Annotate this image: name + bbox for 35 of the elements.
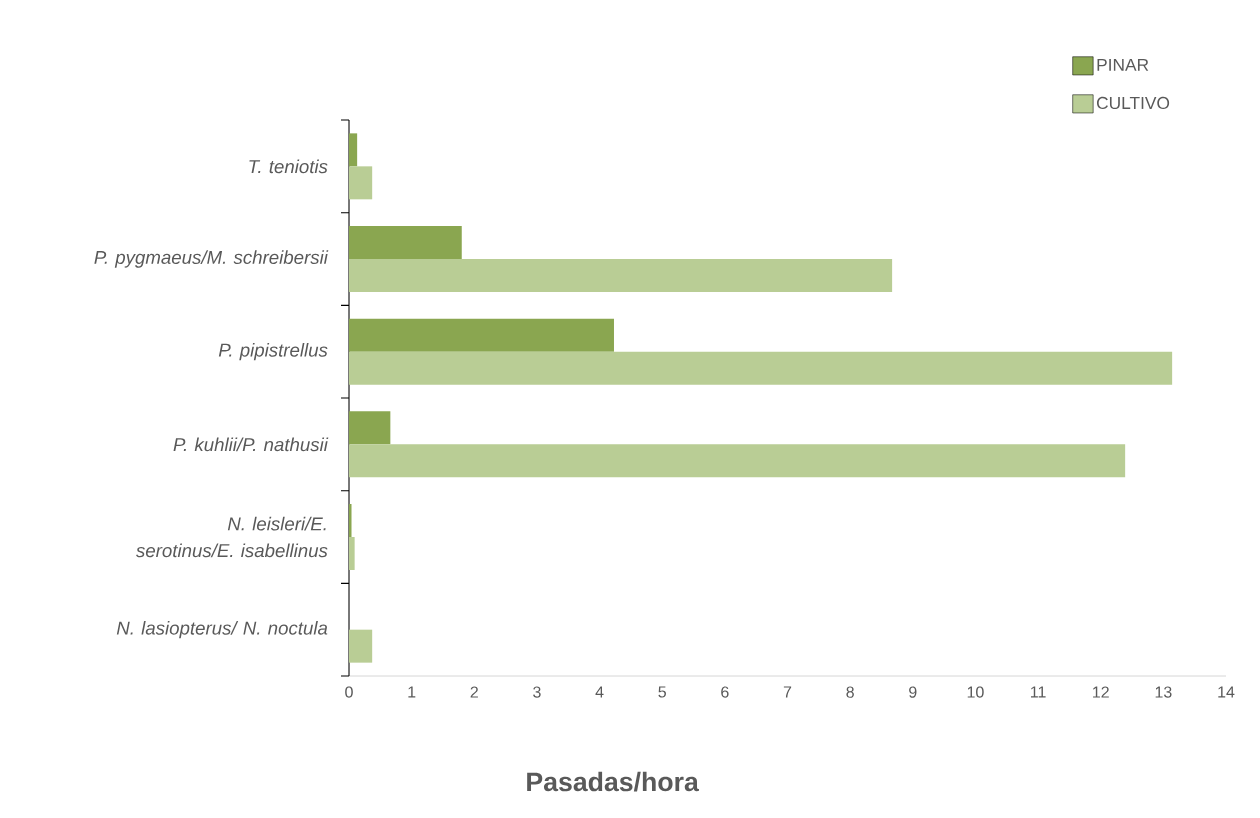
- y-tick-label: P. kuhlii/P. nathusii: [173, 437, 329, 452]
- x-tick-label: 1: [408, 686, 416, 698]
- bar: [349, 537, 355, 570]
- bar: [349, 444, 1126, 478]
- x-tick-label: 0: [345, 686, 353, 698]
- bar: [349, 226, 462, 260]
- x-tick-label: 14: [1218, 686, 1235, 698]
- bar: [349, 411, 391, 445]
- x-axis-title: Pasadas/hora: [527, 771, 699, 792]
- bar: [349, 259, 893, 292]
- x-tick-label: 12: [1093, 686, 1109, 698]
- legend-label: PINAR: [1097, 58, 1149, 71]
- bar: [349, 133, 358, 167]
- x-tick-label: 5: [658, 686, 666, 698]
- y-tick-label: P. pygmaeus/M. schreibersii: [94, 250, 329, 268]
- y-tick-label: N. leisleri/E. serotinus/E. isabellinus: [136, 516, 328, 558]
- bar: [349, 351, 1173, 385]
- x-tick-label: 13: [1155, 686, 1172, 698]
- bar: [349, 318, 614, 352]
- x-tick-label: 4: [595, 686, 604, 698]
- x-tick-label: 9: [909, 686, 917, 698]
- y-tick-label: P. pipistrellus: [218, 342, 328, 361]
- x-tick-label: 3: [533, 686, 541, 698]
- legend-label: CULTIVO: [1096, 96, 1170, 110]
- bar: [349, 166, 373, 200]
- x-tick-label: 10: [967, 686, 984, 698]
- x-tick-label: 6: [721, 686, 729, 698]
- x-tick-label: 11: [1030, 686, 1046, 698]
- y-tick-label: T. teniotis: [249, 159, 328, 174]
- x-tick-label: 7: [783, 686, 792, 698]
- x-tick-label: 8: [846, 686, 854, 698]
- bar: [349, 629, 373, 663]
- y-tick-label: N. lasiopterus/ N. noctula: [116, 620, 328, 639]
- bar: [349, 504, 352, 538]
- x-tick-label: 2: [470, 686, 478, 698]
